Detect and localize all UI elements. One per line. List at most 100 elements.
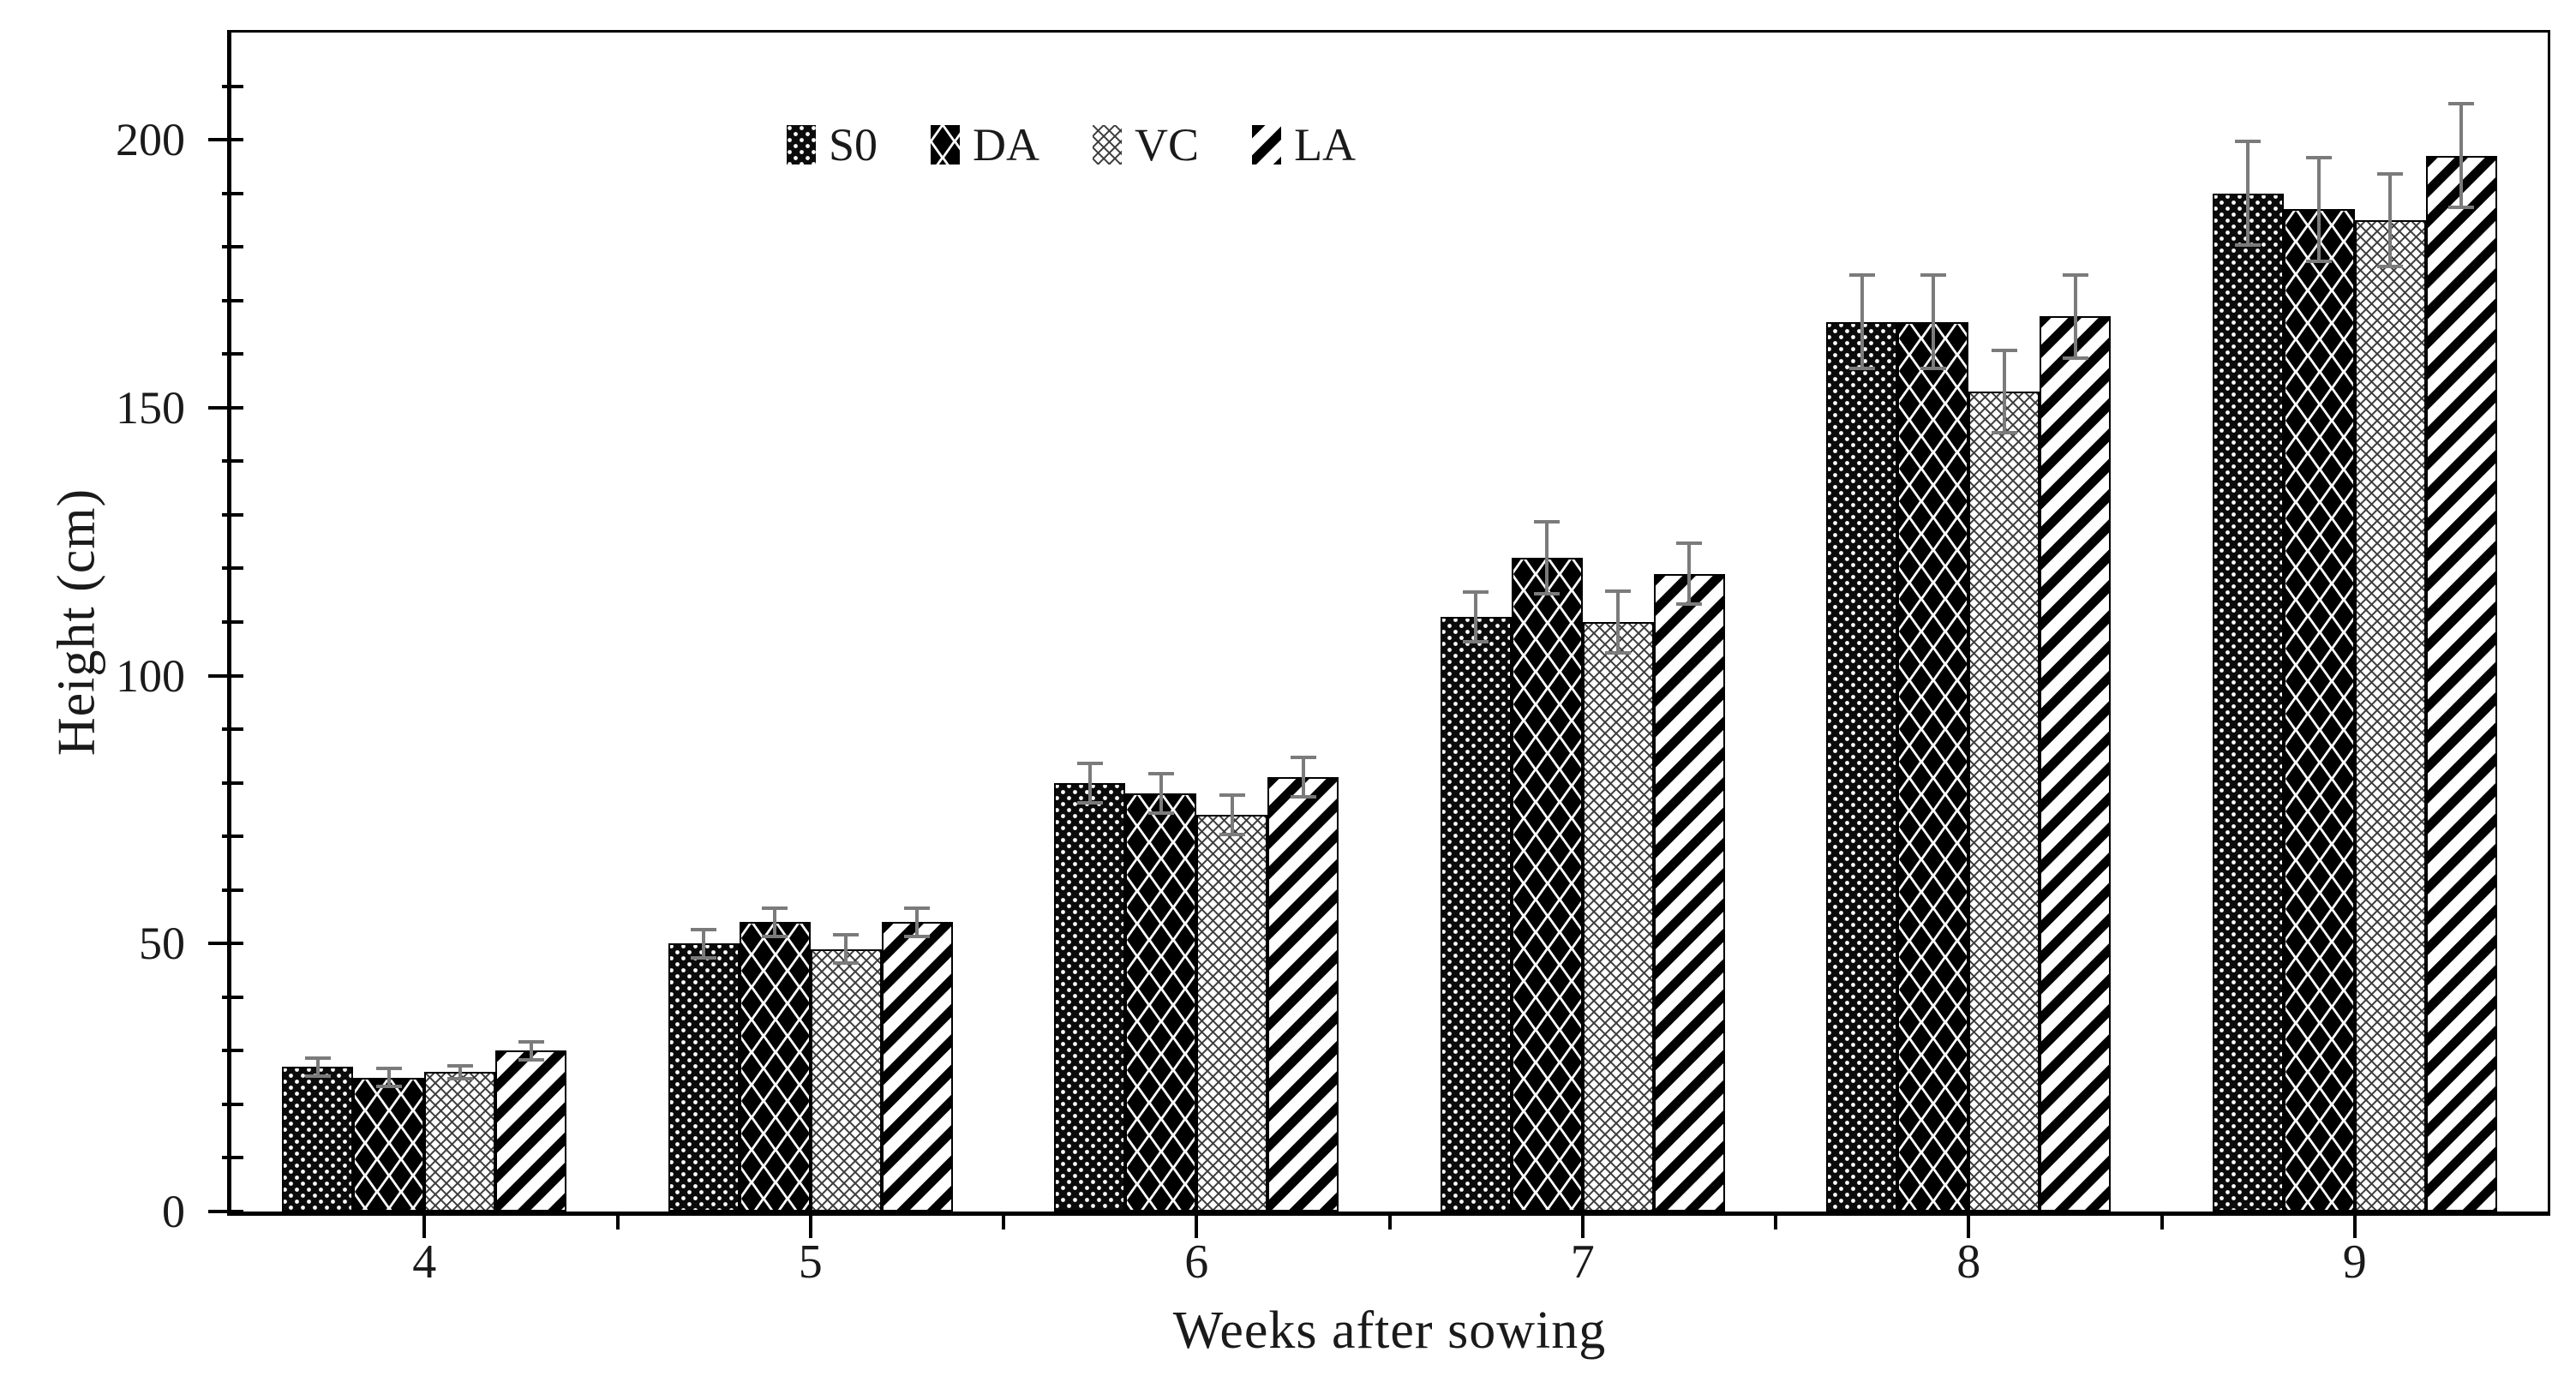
y-major-tick	[208, 405, 243, 410]
y-minor-tick	[222, 298, 243, 302]
x-tick-label: 6	[1184, 1235, 1209, 1289]
bar-da-week9	[2283, 209, 2355, 1212]
legend-item-s0: S0	[787, 118, 878, 171]
legend-item-vc: VC	[1093, 118, 1199, 171]
bar-da-week8	[1897, 322, 1969, 1212]
bar-la-week7	[1653, 574, 1725, 1212]
error-bar-line	[315, 1056, 320, 1078]
error-bar-vc-week4	[424, 1064, 495, 1080]
y-minor-tick	[222, 459, 243, 464]
error-bar-line	[1687, 541, 1692, 607]
bar-da-week7	[1511, 558, 1583, 1212]
bar-vc-week5	[810, 949, 882, 1212]
error-bar-cap-bottom	[1463, 640, 1489, 644]
error-bar-cap-top	[1605, 589, 1632, 594]
y-tick-label: 150	[116, 381, 185, 434]
legend-swatch-s0	[787, 125, 816, 165]
error-bar-cap-bottom	[691, 956, 717, 960]
y-minor-tick	[222, 191, 243, 195]
error-bar-cap-bottom	[2062, 356, 2088, 360]
error-bar-cap-bottom	[2448, 206, 2475, 210]
error-bar-la-week5	[882, 906, 953, 939]
y-minor-tick	[222, 1156, 243, 1160]
error-bar-cap-top	[2235, 140, 2261, 144]
bar-s0-week6	[1054, 783, 1126, 1212]
error-bar-line	[1087, 761, 1092, 805]
error-bar-cap-bottom	[375, 1085, 402, 1089]
error-bar-cap-top	[375, 1067, 402, 1071]
error-bar-la-week7	[1654, 541, 1725, 607]
error-bar-cap-top	[1463, 589, 1489, 594]
error-bar-line	[2459, 102, 2464, 210]
error-bar-line	[1474, 589, 1478, 644]
y-minor-tick	[222, 781, 243, 785]
error-bar-cap-top	[518, 1039, 544, 1044]
legend-swatch-da	[931, 125, 961, 165]
y-tick-label: 100	[116, 649, 185, 702]
x-axis-title: Weeks after sowing	[1172, 1301, 1607, 1360]
bar-s0-week5	[668, 943, 740, 1212]
error-bar-vc-week8	[1968, 349, 2040, 435]
legend-swatch-vc	[1093, 125, 1123, 165]
legend-label-s0: S0	[829, 119, 878, 171]
error-bar-vc-week6	[1196, 793, 1267, 837]
error-bar-cap-top	[1991, 349, 2017, 353]
bar-group-week8	[1776, 33, 2162, 1212]
bar-s0-week4	[282, 1067, 354, 1212]
error-bar-cap-top	[762, 906, 788, 910]
bar-s0-week8	[1826, 322, 1898, 1212]
legend-swatch-la	[1252, 125, 1282, 165]
error-bar-cap-bottom	[446, 1076, 473, 1080]
y-minor-tick	[222, 84, 243, 88]
y-minor-tick	[222, 620, 243, 624]
error-bar-s0-week8	[1826, 273, 1897, 371]
bar-da-week6	[1125, 793, 1197, 1212]
legend-label-vc: VC	[1135, 119, 1200, 171]
x-tick-label: 5	[798, 1235, 823, 1289]
error-bar-cap-bottom	[1534, 591, 1561, 595]
bar-vc-week8	[1968, 392, 2040, 1212]
error-bar-cap-top	[833, 932, 860, 936]
error-bar-cap-top	[1848, 273, 1875, 278]
y-tick-label: 200	[116, 114, 185, 166]
x-tick-label: 4	[412, 1235, 437, 1289]
error-bar-s0-week6	[1054, 761, 1125, 805]
y-tick-label: 50	[139, 918, 185, 970]
x-boundary-tick	[2160, 1216, 2164, 1229]
error-bar-la-week9	[2426, 102, 2497, 210]
error-bar-s0-week4	[282, 1056, 353, 1078]
y-minor-tick	[222, 1049, 243, 1053]
error-bar-cap-top	[2062, 273, 2088, 278]
y-major-tick	[208, 942, 243, 946]
error-bar-cap-bottom	[904, 935, 931, 939]
error-bar-line	[1860, 273, 1864, 371]
error-bar-cap-bottom	[2377, 265, 2404, 269]
error-bar-line	[1230, 793, 1234, 837]
error-bar-cap-top	[2377, 171, 2404, 176]
error-bar-la-week4	[495, 1039, 566, 1062]
y-minor-tick	[222, 512, 243, 517]
error-bar-line	[1159, 772, 1163, 816]
x-tick-label: 9	[2342, 1235, 2367, 1289]
error-bar-cap-top	[1147, 772, 1174, 776]
error-bar-line	[844, 932, 848, 966]
legend-label-la: LA	[1294, 119, 1357, 171]
x-tick-label: 7	[1570, 1235, 1595, 1289]
bar-da-week5	[739, 922, 811, 1212]
y-minor-tick	[222, 1102, 243, 1106]
x-tick-label: 8	[1956, 1235, 1981, 1289]
bar-group-week4	[231, 33, 618, 1212]
error-bar-cap-top	[691, 927, 717, 931]
error-bar-s0-week7	[1441, 589, 1512, 644]
legend: S0 DA VC LA	[787, 118, 1356, 171]
error-bar-cap-top	[304, 1056, 331, 1060]
bar-vc-week6	[1196, 815, 1268, 1212]
error-bar-line	[2073, 273, 2077, 360]
bar-la-week9	[2425, 156, 2497, 1212]
legend-item-da: DA	[931, 118, 1039, 171]
error-bar-line	[386, 1067, 391, 1089]
x-center-tick	[808, 1216, 812, 1238]
bar-la-week8	[2040, 316, 2112, 1212]
error-bar-cap-bottom	[1605, 650, 1632, 655]
error-bar-cap-top	[446, 1064, 473, 1068]
